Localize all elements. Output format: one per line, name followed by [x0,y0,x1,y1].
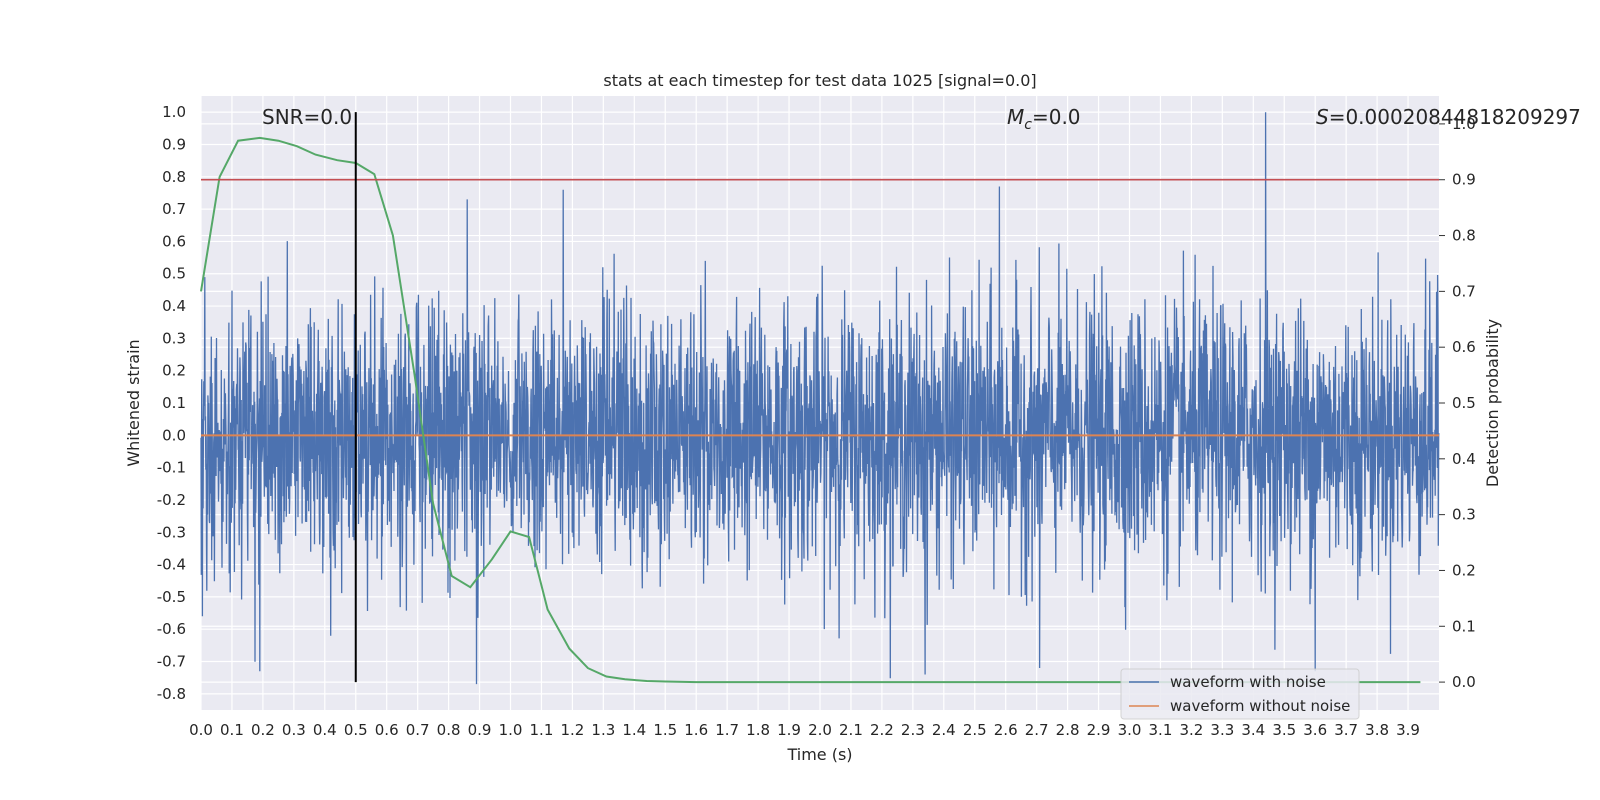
y-tick-label: 0.7 [162,200,186,218]
snr-annotation: SNR=0.0 [262,105,352,129]
x-tick-label: 1.6 [684,721,708,739]
x-tick-label: 3.1 [1149,721,1173,739]
x-tick-label: 0.2 [251,721,275,739]
chart-title: stats at each timestep for test data 102… [603,71,1036,90]
y-tick-label: 0.4 [162,297,186,315]
waveform-with-noise-line [200,112,1440,685]
y-right-tick-label: 0.9 [1452,171,1476,189]
series-waveform-with-noise [200,112,1440,685]
x-tick-label: 1.9 [777,721,801,739]
x-tick-label: 0.3 [282,721,306,739]
x-axis-label: Time (s) [786,745,852,764]
y-right-tick-label: 0.2 [1452,561,1476,579]
y-tick-label: 0.8 [162,168,186,186]
x-tick-label: 3.8 [1365,721,1389,739]
x-tick-label: 0.7 [406,721,430,739]
y-right-tick-label: 0.0 [1452,673,1476,691]
y-tick-label: -0.7 [157,653,186,671]
legend-box [1120,668,1360,720]
series-detection-probability [200,136,1421,684]
x-tick-label: 3.4 [1241,721,1265,739]
y-right-tick-labels: 0.0 0.1 0.2 0.3 0.4 0.5 0.6 0.7 0.8 0.9 1.0 [1439,115,1476,691]
y-tick-label: -0.5 [157,588,186,606]
y-right-tick-label: 0.6 [1452,338,1476,356]
y-tick-label: 0.2 [162,362,186,380]
y-tick-label: 0.5 [162,265,186,283]
y-tick-label: -0.2 [157,491,186,509]
legend-label-waveform-without-noise: waveform without noise [1170,697,1350,715]
x-tick-label: 3.2 [1179,721,1203,739]
y-right-tick-label: 0.3 [1452,506,1476,524]
s-value: =0.00020844818209297 [1329,105,1581,129]
s-annotation: S=0.00020844818209297 [1316,105,1581,129]
x-tick-label: 3.5 [1272,721,1296,739]
y-right-axis-label: Detection probability [1483,319,1502,487]
y-tick-label: -0.6 [157,620,186,638]
y-right-tick-label: 0.7 [1452,282,1476,300]
x-tick-label: 3.6 [1303,721,1327,739]
y-tick-label: 0.9 [162,135,186,153]
x-tick-label: 0.9 [468,721,492,739]
y-right-tick-label: 0.1 [1452,617,1476,635]
x-tick-label: 2.6 [994,721,1018,739]
x-tick-label: 2.9 [1087,721,1111,739]
x-tick-label: 0.5 [344,721,368,739]
chirp-mass-annotation: Mc=0.0 [1007,105,1081,133]
detection-probability-line [200,136,1421,684]
x-tick-label: 3.0 [1118,721,1142,739]
x-tick-label: 3.3 [1210,721,1234,739]
y-right-tick-label: 0.5 [1452,394,1476,412]
x-tick-label: 3.9 [1396,721,1420,739]
y-tick-label: 0.3 [162,329,186,347]
x-tick-label: 2.0 [808,721,832,739]
x-tick-label: 0.6 [375,721,399,739]
chirp-mass-value: =0.0 [1032,105,1081,129]
x-tick-label: 2.3 [901,721,925,739]
x-tick-label: 2.4 [932,721,956,739]
x-tick-label: 2.8 [1056,721,1080,739]
y-tick-label: -0.4 [157,556,186,574]
legend: waveform with noise waveform without noi… [1120,668,1360,720]
x-tick-label: 1.7 [715,721,739,739]
x-tick-label: 2.2 [870,721,894,739]
x-tick-label: 0.8 [437,721,461,739]
x-tick-label: 0.1 [220,721,244,739]
x-tick-label: 1.0 [499,721,523,739]
x-tick-label: 2.7 [1025,721,1049,739]
markers [201,112,1439,683]
x-tick-label: 2.5 [963,721,987,739]
y-tick-label: 1.0 [162,103,186,121]
legend-label-waveform-with-noise: waveform with noise [1170,673,1326,691]
chirp-mass-symbol: M [1007,105,1024,129]
y-right-tick-label: 0.4 [1452,450,1476,468]
x-tick-labels: 0.0 0.1 0.2 0.3 0.4 0.5 0.6 0.7 0.8 0.9 1.0 1.1 1.2 1… [189,721,1420,739]
x-tick-label: 1.8 [746,721,770,739]
y-axis-label: Whitened strain [124,339,143,466]
x-tick-label: 1.2 [560,721,584,739]
y-tick-label: 0.1 [162,394,186,412]
x-tick-label: 3.7 [1334,721,1358,739]
x-tick-label: 0.4 [313,721,337,739]
y-right-tick-label: 0.8 [1452,227,1476,245]
y-tick-label: -0.8 [157,685,186,703]
y-tick-label: 0.6 [162,232,186,250]
x-tick-label: 0.0 [189,721,213,739]
x-tick-label: 1.4 [622,721,646,739]
chirp-mass-subscript: c [1024,117,1032,133]
x-tick-label: 1.3 [591,721,615,739]
y-tick-label: -0.1 [157,459,186,477]
y-tick-labels: -0.8 -0.7 -0.6 -0.5 -0.4 -0.3 -0.2 -0.1 0.0 0.1 0.… [157,103,186,703]
y-right-tick-label: 1.0 [1452,115,1476,133]
s-symbol: S [1316,105,1329,129]
x-tick-label: 2.1 [839,721,863,739]
y-tick-label: -0.3 [157,523,186,541]
x-tick-label: 1.1 [530,721,554,739]
x-tick-label: 1.5 [653,721,677,739]
y-tick-label: 0.0 [162,426,186,444]
